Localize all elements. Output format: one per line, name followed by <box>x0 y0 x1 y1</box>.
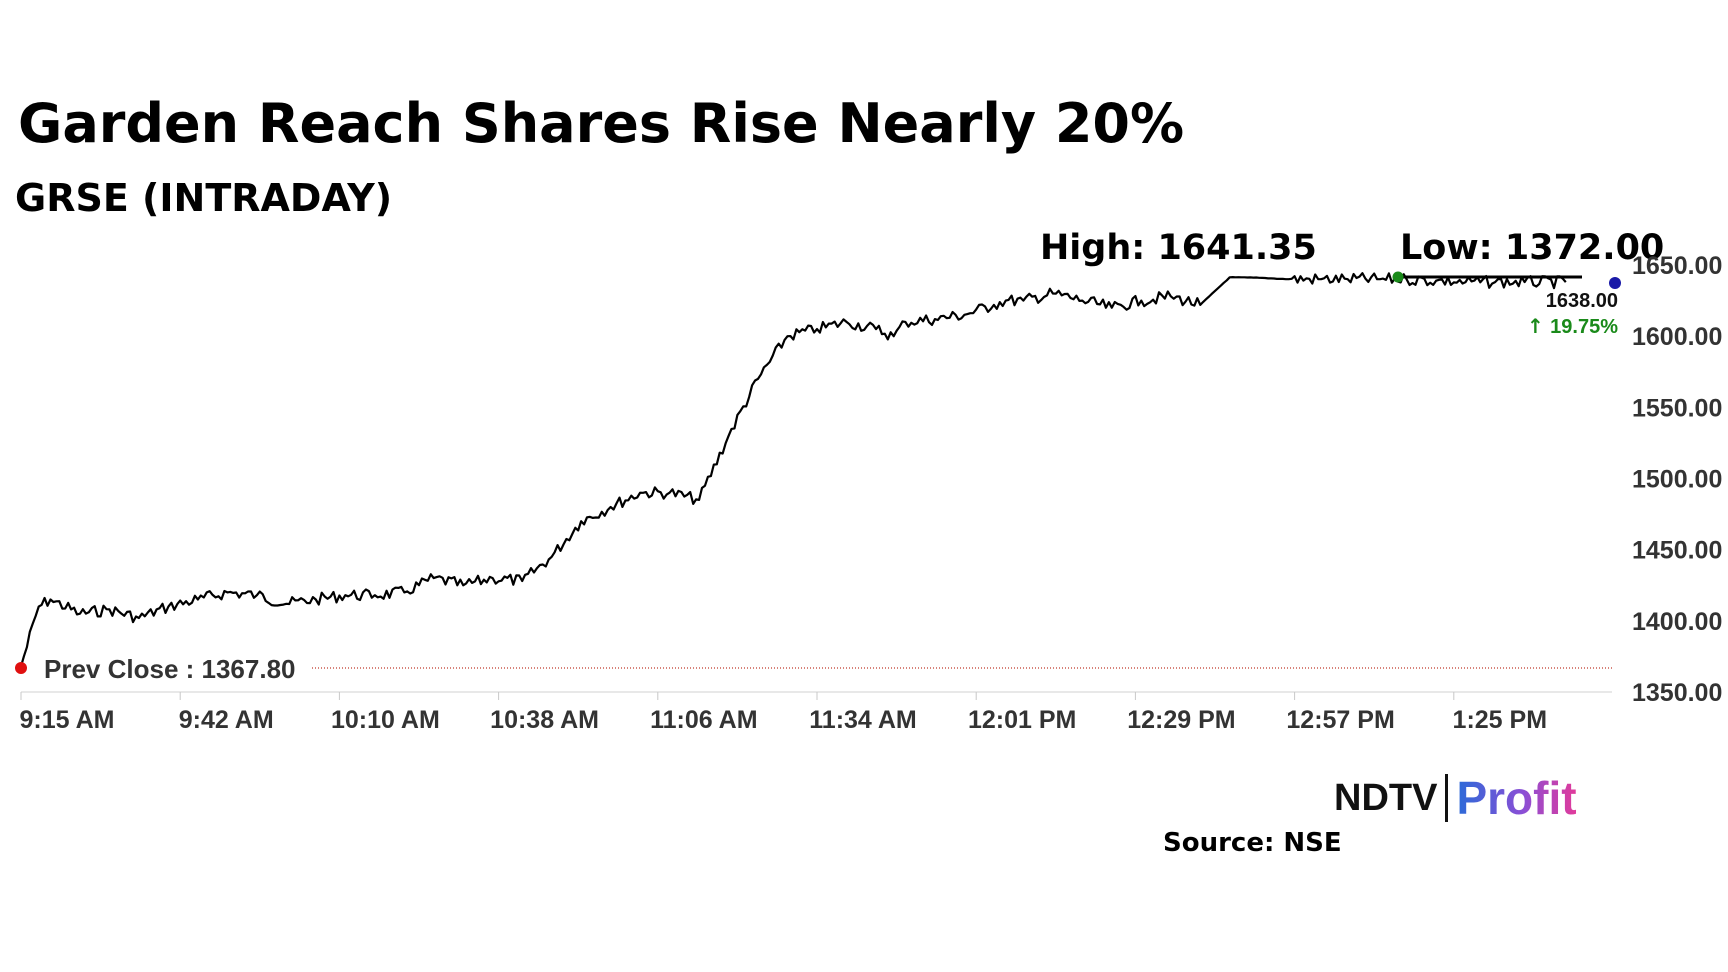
x-tick-label: 1:25 PM <box>1453 706 1547 734</box>
x-tick-label: 12:29 PM <box>1127 706 1235 734</box>
x-tick-label: 12:01 PM <box>968 706 1076 734</box>
high-marker <box>1392 271 1404 283</box>
profit-wordmark: Profit <box>1456 772 1577 824</box>
y-tick-label: 1500.00 <box>1632 466 1722 494</box>
logo-divider <box>1445 774 1449 822</box>
x-tick-label: 10:38 AM <box>490 706 599 734</box>
y-tick-label: 1350.00 <box>1632 679 1722 707</box>
change-arrow: ↑ <box>1527 314 1544 338</box>
y-tick-label: 1600.00 <box>1632 323 1722 351</box>
x-tick-label: 11:34 AM <box>809 706 916 734</box>
y-tick-label: 1650.00 <box>1632 252 1722 280</box>
x-axis: 9:15 AM 9:42 AM 10:10 AM 10:38 AM 11:06 AM 11… <box>20 691 1612 734</box>
source-note: Source: NSE <box>1163 828 1342 858</box>
y-tick-label: 1550.00 <box>1632 394 1722 422</box>
change-label: 19.75% <box>1550 316 1618 338</box>
y-axis: 1350.00 1400.00 1450.00 1500.00 1550.00 1600.… <box>1632 252 1722 707</box>
prev-close-label: Prev Close : 1367.80 <box>44 654 296 684</box>
x-tick-label: 9:42 AM <box>179 706 274 734</box>
x-tick-label: 12:57 PM <box>1286 706 1394 734</box>
last-price-label: 1638.00 <box>1546 290 1618 312</box>
ndtv-profit-logo: NDTV Profit <box>1334 772 1577 824</box>
high-label: High: 1641.35 <box>1040 228 1317 268</box>
ndtv-wordmark: NDTV <box>1334 776 1438 819</box>
last-marker <box>1609 277 1621 289</box>
x-tick-label: 9:15 AM <box>20 706 115 734</box>
y-tick-label: 1400.00 <box>1632 608 1722 636</box>
chart-subtitle: GRSE (INTRADAY) <box>15 176 393 220</box>
low-label: Low: 1372.00 <box>1400 228 1665 268</box>
x-tick-label: 11:06 AM <box>650 706 757 734</box>
x-tick-label: 10:10 AM <box>331 706 440 734</box>
y-tick-label: 1450.00 <box>1632 537 1722 565</box>
price-line <box>19 272 1567 667</box>
chart-title: Garden Reach Shares Rise Nearly 20% <box>18 92 1185 155</box>
start-marker <box>15 662 27 674</box>
